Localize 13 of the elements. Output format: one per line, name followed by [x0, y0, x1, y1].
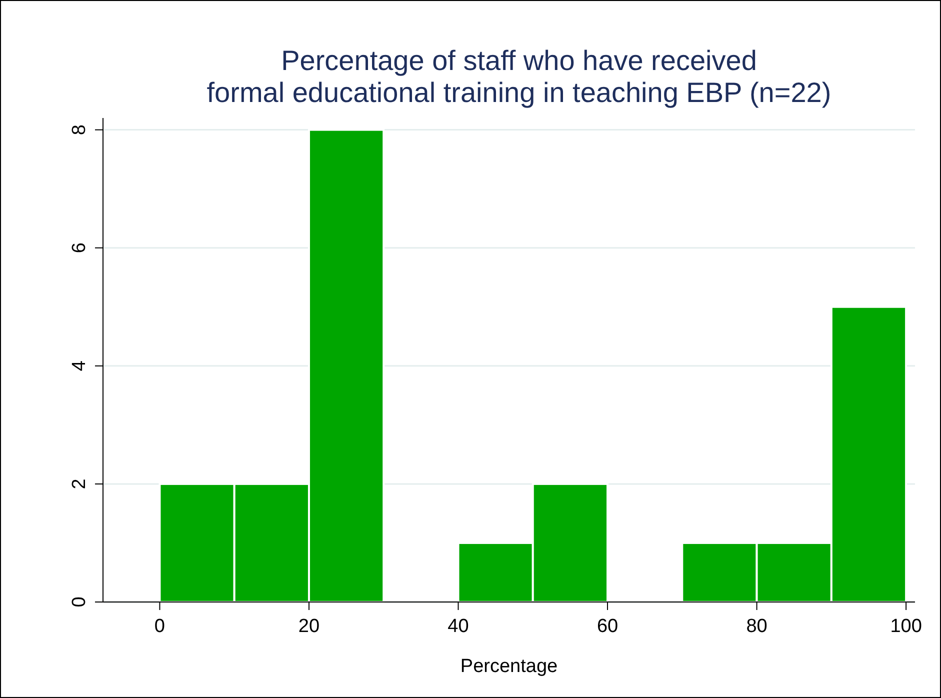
y-tick-label: 4 — [69, 360, 90, 372]
y-tick-label: 8 — [69, 124, 90, 136]
y-tick-label: 0 — [69, 596, 90, 608]
x-tick-label: 0 — [154, 616, 166, 637]
y-tick-label: 6 — [69, 242, 90, 254]
x-tick-label: 40 — [448, 616, 469, 637]
x-tick-label: 100 — [890, 616, 922, 637]
x-axis-title: Percentage — [460, 656, 558, 677]
x-tick-label: 60 — [596, 616, 618, 637]
chart-title: Percentage of staff who have received formal educational training in teaching EBP (n=22) — [206, 45, 832, 108]
x-tick-label: 80 — [746, 616, 768, 637]
y-tick-label: 2 — [69, 478, 90, 490]
x-tick-label: 20 — [298, 616, 320, 637]
